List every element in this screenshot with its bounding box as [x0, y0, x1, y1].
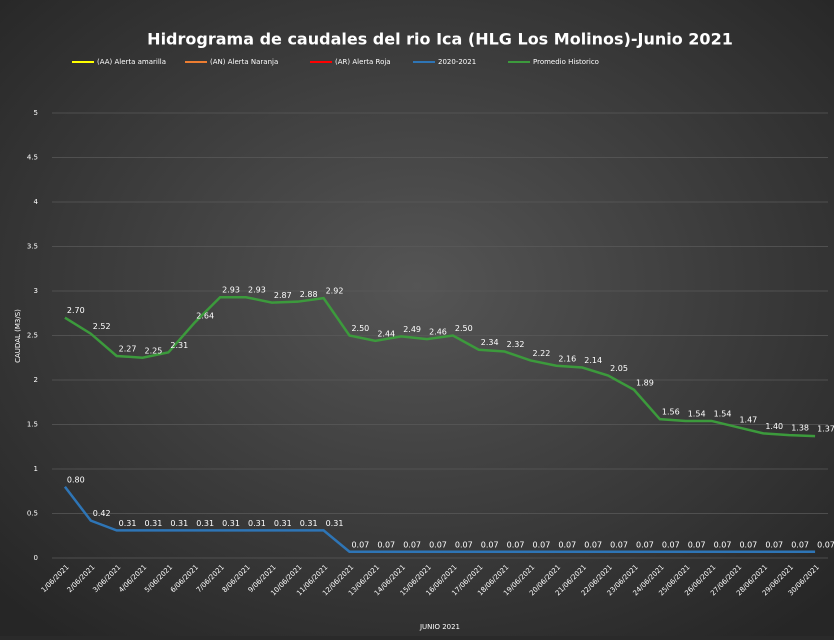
data-label: 2.49: [403, 325, 421, 334]
data-label: 0.07: [817, 540, 834, 549]
data-label: 2.87: [274, 291, 292, 300]
data-label: 0.07: [403, 540, 421, 549]
data-label: 0.31: [145, 519, 163, 528]
data-label: 2.52: [93, 322, 111, 331]
data-label: 0.80: [67, 475, 85, 484]
data-label: 1.54: [688, 409, 706, 418]
data-label: 2.31: [170, 341, 188, 350]
data-label: 0.42: [93, 509, 111, 518]
y-axis-label: CAUDAL (M3/S): [14, 309, 22, 363]
data-label: 2.92: [326, 287, 344, 296]
data-label: 2.70: [67, 306, 85, 315]
data-label: 0.07: [714, 540, 732, 549]
data-label: 1.38: [791, 424, 809, 433]
data-label: 2.88: [300, 290, 318, 299]
data-label: 2.93: [248, 286, 266, 295]
data-label: 0.31: [300, 519, 318, 528]
data-label: 2.93: [222, 286, 240, 295]
data-label: 0.07: [351, 540, 369, 549]
y-tick-label: 4.5: [27, 154, 38, 162]
data-label: 2.64: [196, 312, 214, 321]
legend-label: 2020-2021: [438, 58, 476, 66]
data-label: 2.14: [584, 356, 602, 365]
data-label: 2.05: [610, 364, 628, 373]
data-label: 0.07: [429, 540, 447, 549]
data-label: 0.31: [222, 519, 240, 528]
data-label: 2.50: [351, 324, 369, 333]
data-label: 1.89: [636, 378, 654, 387]
series-line: [64, 295, 816, 438]
data-label: 1.40: [765, 422, 783, 431]
data-label: 2.32: [507, 340, 525, 349]
data-label: 0.07: [533, 540, 551, 549]
data-label: 0.31: [248, 519, 266, 528]
data-label: 0.31: [119, 519, 137, 528]
data-label: 0.31: [274, 519, 292, 528]
chart-title: Hidrograma de caudales del rio Ica (HLG …: [147, 30, 733, 49]
data-label: 2.27: [119, 344, 137, 353]
data-label: 0.07: [507, 540, 525, 549]
y-tick-label: 2: [34, 376, 38, 384]
y-tick-label: 2.5: [27, 332, 38, 340]
data-label: 2.22: [533, 349, 551, 358]
legend-label: (AN) Alerta Naranja: [210, 58, 278, 66]
data-label: 2.44: [377, 329, 395, 338]
x-axis-label: JUNIO 2021: [419, 623, 460, 631]
data-label: 0.31: [326, 519, 344, 528]
y-tick-label: 4: [34, 198, 39, 206]
legend-label: (AA) Alerta amarilla: [97, 58, 166, 66]
data-label: 0.07: [662, 540, 680, 549]
y-tick-label: 0: [34, 554, 38, 562]
data-label: 0.31: [196, 519, 214, 528]
y-tick-label: 5: [34, 109, 38, 117]
data-label: 0.07: [481, 540, 499, 549]
data-label: 2.50: [455, 324, 473, 333]
data-label: 0.07: [558, 540, 576, 549]
data-label: 1.47: [739, 416, 757, 425]
data-label: 0.31: [170, 519, 188, 528]
data-label: 1.54: [714, 409, 732, 418]
data-label: 0.07: [455, 540, 473, 549]
data-label: 0.07: [377, 540, 395, 549]
data-label: 2.34: [481, 338, 499, 347]
data-label: 1.56: [662, 408, 680, 417]
data-label: 0.07: [688, 540, 706, 549]
data-label: 0.07: [584, 540, 602, 549]
data-label: 2.25: [145, 346, 163, 355]
y-tick-label: 1.5: [27, 421, 38, 429]
series-line: [63, 486, 816, 554]
y-tick-label: 3.5: [27, 243, 38, 251]
data-label: 0.07: [610, 540, 628, 549]
data-label: 1.37: [817, 425, 834, 434]
y-tick-label: 3: [34, 287, 38, 295]
y-tick-label: 1: [34, 465, 38, 473]
y-tick-label: 0.5: [27, 510, 38, 518]
legend-label: Promedio Historico: [533, 58, 599, 66]
data-label: 2.16: [558, 354, 576, 363]
data-label: 0.07: [739, 540, 757, 549]
data-label: 0.07: [765, 540, 783, 549]
data-label: 0.07: [636, 540, 654, 549]
legend-label: (AR) Alerta Roja: [335, 58, 391, 66]
data-label: 2.46: [429, 328, 447, 337]
data-label: 0.07: [791, 540, 809, 549]
